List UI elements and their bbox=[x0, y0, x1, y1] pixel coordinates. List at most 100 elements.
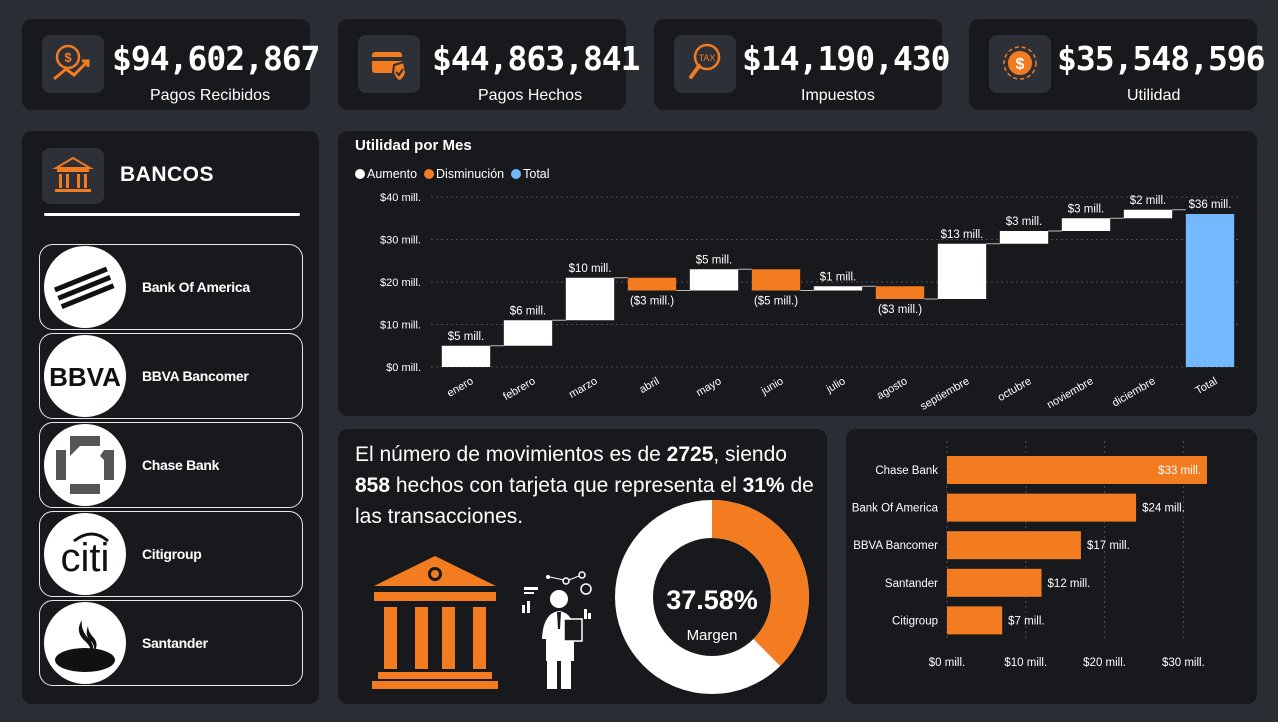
data-label: $12 mill. bbox=[1048, 578, 1091, 590]
kpi-value: $44,863,841 bbox=[432, 39, 641, 78]
data-label: $36 mill. bbox=[1189, 199, 1232, 211]
bank-bar[interactable] bbox=[947, 493, 1137, 522]
bank-bar-chart-card: $0 mill. $10 mill. $20 mill. $30 mill. Chase… bbox=[846, 429, 1257, 704]
x-tick-label: agosto bbox=[875, 375, 910, 402]
legend-swatch bbox=[511, 169, 522, 179]
waterfall-bar[interactable] bbox=[503, 320, 553, 346]
bank-building-icon bbox=[42, 148, 104, 204]
x-tick-label: $20 mill. bbox=[1083, 657, 1126, 669]
waterfall-bar[interactable] bbox=[627, 277, 677, 291]
svg-text:$: $ bbox=[1016, 56, 1025, 73]
data-label: $6 mill. bbox=[510, 305, 546, 317]
waterfall-bar[interactable] bbox=[875, 286, 925, 299]
bank-bar[interactable] bbox=[947, 568, 1042, 597]
x-tick-label: junio bbox=[758, 375, 785, 398]
kpi-utilidad: $ $35,548,596 Utilidad bbox=[969, 19, 1266, 110]
dollar-coin-icon: $ bbox=[989, 35, 1051, 93]
kpi-label: Utilidad bbox=[1127, 87, 1181, 104]
waterfall-bar[interactable] bbox=[689, 269, 739, 291]
data-label: $17 mill. bbox=[1087, 540, 1130, 552]
x-tick-label: febrero bbox=[501, 375, 537, 403]
bank-name: Citigroup bbox=[142, 546, 202, 562]
x-tick-label: $0 mill. bbox=[929, 657, 965, 669]
citi-logo: citi bbox=[44, 513, 126, 595]
waterfall-bar[interactable] bbox=[751, 269, 801, 291]
kpi-value: $94,602,867 bbox=[112, 39, 321, 78]
x-tick-label: septiembre bbox=[918, 375, 971, 413]
legend-swatch bbox=[424, 169, 435, 179]
bank-bar[interactable] bbox=[947, 606, 1003, 635]
x-tick-label: $30 mill. bbox=[1162, 657, 1205, 669]
bank-name: BBVA Bancomer bbox=[142, 368, 249, 384]
legend-label: Total bbox=[523, 167, 550, 181]
waterfall-bar[interactable] bbox=[813, 286, 863, 291]
kpi-label: Pagos Recibidos bbox=[150, 87, 271, 104]
movements-text: El número de movimientos es de bbox=[355, 443, 667, 466]
bank-item-citi[interactable]: citi Citigroup bbox=[39, 511, 303, 597]
data-label: ($3 mill.) bbox=[630, 296, 674, 308]
bank-item-santander[interactable]: Santander bbox=[39, 600, 303, 686]
waterfall-bar[interactable] bbox=[1185, 214, 1235, 367]
bank-bar[interactable] bbox=[947, 456, 1207, 484]
kpi-pagos-hechos: $44,863,841 Pagos Hechos bbox=[338, 19, 641, 110]
waterfall-bar[interactable] bbox=[937, 243, 987, 299]
movements-text: de las transacciones. bbox=[355, 474, 814, 528]
banks-title: BANCOS bbox=[120, 163, 215, 186]
y-tick-label: $30 mill. bbox=[380, 235, 421, 247]
banks-panel: BANCOS Bank Of America BBVA BBVA Bancome… bbox=[22, 131, 319, 704]
bbva-logo: BBVA bbox=[44, 335, 126, 417]
data-label: $2 mill. bbox=[1130, 195, 1166, 207]
y-tick-label: Bank Of America bbox=[852, 503, 939, 515]
kpi-value: $14,190,430 bbox=[742, 39, 951, 78]
legend-item-total: Total bbox=[511, 167, 550, 181]
waterfall-bar[interactable] bbox=[999, 231, 1049, 244]
card-percent: 31% bbox=[742, 474, 785, 497]
chart-title: Utilidad por Mes bbox=[355, 137, 472, 154]
card-count: 858 bbox=[355, 474, 391, 497]
y-tick-label: $0 mill. bbox=[386, 362, 421, 374]
waterfall-bar[interactable] bbox=[1123, 209, 1173, 219]
x-tick-label: Total bbox=[1193, 375, 1219, 397]
businessman-icon bbox=[522, 571, 592, 689]
waterfall-bar[interactable] bbox=[1061, 218, 1111, 231]
x-tick-label: enero bbox=[445, 375, 475, 399]
data-label: $3 mill. bbox=[1006, 216, 1042, 228]
data-label: $7 mill. bbox=[1008, 615, 1044, 627]
bank-bar[interactable] bbox=[947, 531, 1081, 560]
legend-swatch bbox=[355, 169, 365, 179]
y-tick-label: $40 mill. bbox=[380, 192, 421, 204]
svg-text:$: $ bbox=[64, 50, 72, 65]
x-tick-label: octubre bbox=[996, 375, 1034, 404]
bank-of-america-logo bbox=[44, 246, 126, 328]
x-tick-label: marzo bbox=[567, 375, 599, 401]
y-tick-label: Citigroup bbox=[892, 615, 938, 627]
movements-card: El número de movimientos es de 2725, sie… bbox=[338, 429, 827, 704]
legend-label: Disminución bbox=[436, 167, 505, 181]
x-tick-label: $10 mill. bbox=[1004, 657, 1047, 669]
bank-name: Chase Bank bbox=[142, 457, 220, 473]
money-growth-icon: $ bbox=[42, 35, 104, 93]
y-tick-label: BBVA Bancomer bbox=[853, 540, 938, 552]
divider bbox=[44, 213, 300, 216]
chase-logo bbox=[44, 424, 126, 506]
waterfall-bar[interactable] bbox=[565, 277, 615, 321]
data-label: $33 mill. bbox=[1158, 465, 1201, 477]
kpi-label: Impuestos bbox=[801, 87, 875, 104]
donut-label: Margen bbox=[686, 627, 738, 644]
x-tick-label: mayo bbox=[694, 375, 723, 399]
bank-bar-chart: $0 mill. $10 mill. $20 mill. $30 mill. Chase… bbox=[852, 441, 1207, 669]
legend-item-increase: Aumento bbox=[355, 167, 417, 181]
donut-segment[interactable] bbox=[615, 500, 809, 694]
data-label: $1 mill. bbox=[820, 271, 856, 283]
tax-magnifier-icon: TAX bbox=[674, 35, 736, 93]
y-tick-label: $20 mill. bbox=[380, 277, 421, 289]
movements-summary: El número de movimientos es de 2725, sie… bbox=[355, 439, 825, 532]
bank-item-bank-of-america[interactable]: Bank Of America bbox=[39, 244, 303, 330]
waterfall-chart: $0 mill. $10 mill. $20 mill. $30 mill. $40 m… bbox=[380, 192, 1241, 413]
bank-item-chase[interactable]: Chase Bank bbox=[39, 422, 303, 508]
data-label: $24 mill. bbox=[1142, 503, 1185, 515]
data-label: $13 mill. bbox=[941, 229, 984, 241]
waterfall-bar[interactable] bbox=[441, 345, 491, 367]
bank-name: Bank Of America bbox=[142, 279, 250, 295]
bank-item-bbva[interactable]: BBVA BBVA Bancomer bbox=[39, 333, 303, 419]
